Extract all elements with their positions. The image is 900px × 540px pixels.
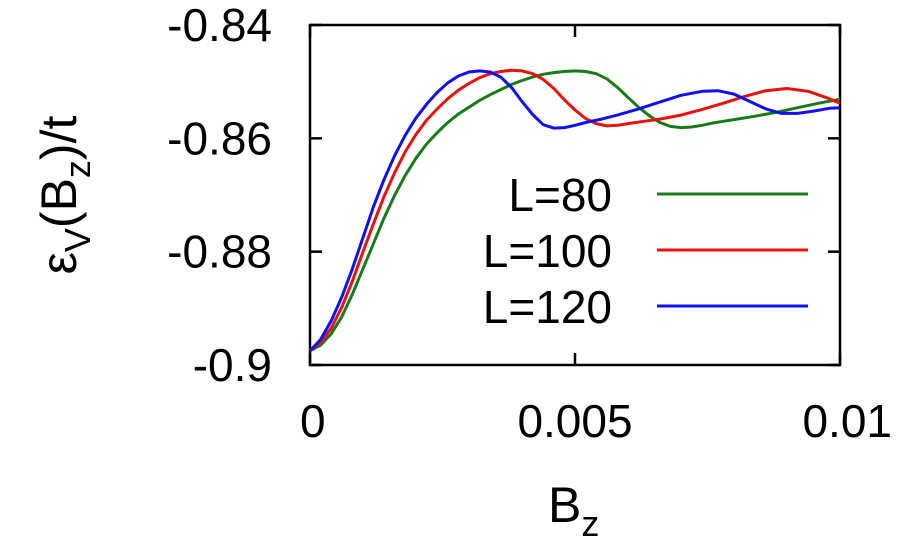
- legend-label-l100: L=100: [483, 225, 612, 277]
- x-tick-label-2: 0.01: [802, 395, 892, 447]
- series-line-l80: [309, 69, 841, 353]
- legend-label-l120: L=120: [483, 281, 612, 333]
- series-line-l120: [308, 69, 841, 352]
- y-tick-label-3: -0.84: [167, 0, 272, 51]
- legend: L=80 L=100 L=120: [483, 169, 808, 333]
- y-axis-label: εV(Bz)/t: [31, 116, 98, 275]
- axis-ticks: [308, 23, 842, 367]
- x-axis-label: Bz: [548, 477, 599, 540]
- y-tick-label-2: -0.86: [167, 112, 272, 164]
- legend-label-l80: L=80: [508, 169, 612, 221]
- series-line-l100: [309, 68, 841, 352]
- y-tick-label-1: -0.88: [167, 226, 272, 278]
- axis-tick-labels: 0 0.005 0.01 -0.9 -0.88 -0.86 -0.84: [167, 0, 892, 447]
- y-tick-label-0: -0.9: [193, 339, 272, 391]
- series-lines: [308, 68, 841, 353]
- x-tick-label-1: 0.005: [517, 395, 632, 447]
- x-tick-label-0: 0: [300, 395, 326, 447]
